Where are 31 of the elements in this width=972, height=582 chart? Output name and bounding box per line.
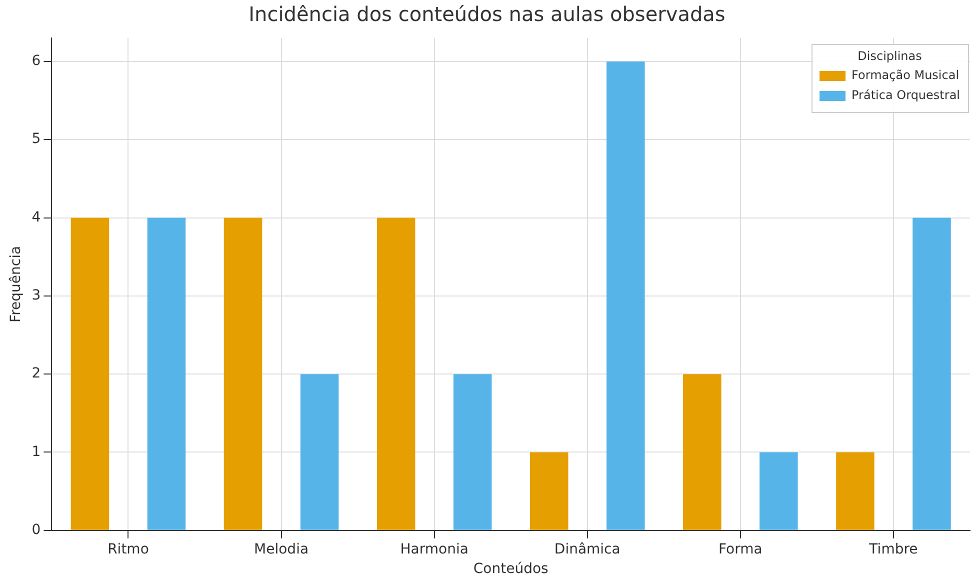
x-tick-label: Melodia — [254, 541, 309, 558]
bar — [530, 452, 568, 530]
x-tick-label: Timbre — [868, 541, 918, 558]
x-tick-label: Harmonia — [400, 541, 468, 558]
x-tick-label: Forma — [718, 541, 762, 558]
bar — [224, 218, 262, 530]
bar — [376, 218, 416, 530]
y-tick-label: 4 — [32, 209, 41, 226]
legend-label: Formação Musical — [852, 68, 960, 82]
bar — [760, 452, 798, 530]
y-tick-label: 0 — [32, 522, 41, 538]
legend-title: Disciplinas — [858, 49, 922, 64]
bar — [836, 452, 874, 530]
bar — [453, 374, 492, 530]
y-tick-label: 5 — [32, 131, 41, 148]
y-axis-title: Frequência — [8, 246, 24, 322]
x-tick-label: Dinâmica — [554, 541, 620, 558]
y-tick-label: 1 — [32, 444, 41, 460]
bar — [606, 61, 645, 530]
y-tick-label: 2 — [32, 366, 41, 382]
y-tick-label: 6 — [32, 53, 41, 70]
legend-label: Prática Orquestral — [852, 88, 960, 102]
bar — [300, 374, 339, 530]
x-tick-label: Ritmo — [108, 541, 149, 558]
y-tick-label: 3 — [32, 288, 41, 304]
x-axis-title: Conteúdos — [473, 561, 548, 578]
chart-title: Incidência dos conteúdos nas aulas observadas — [248, 2, 726, 26]
bar — [683, 374, 722, 530]
bar — [912, 218, 951, 530]
bar — [147, 218, 186, 530]
bar — [70, 218, 110, 530]
